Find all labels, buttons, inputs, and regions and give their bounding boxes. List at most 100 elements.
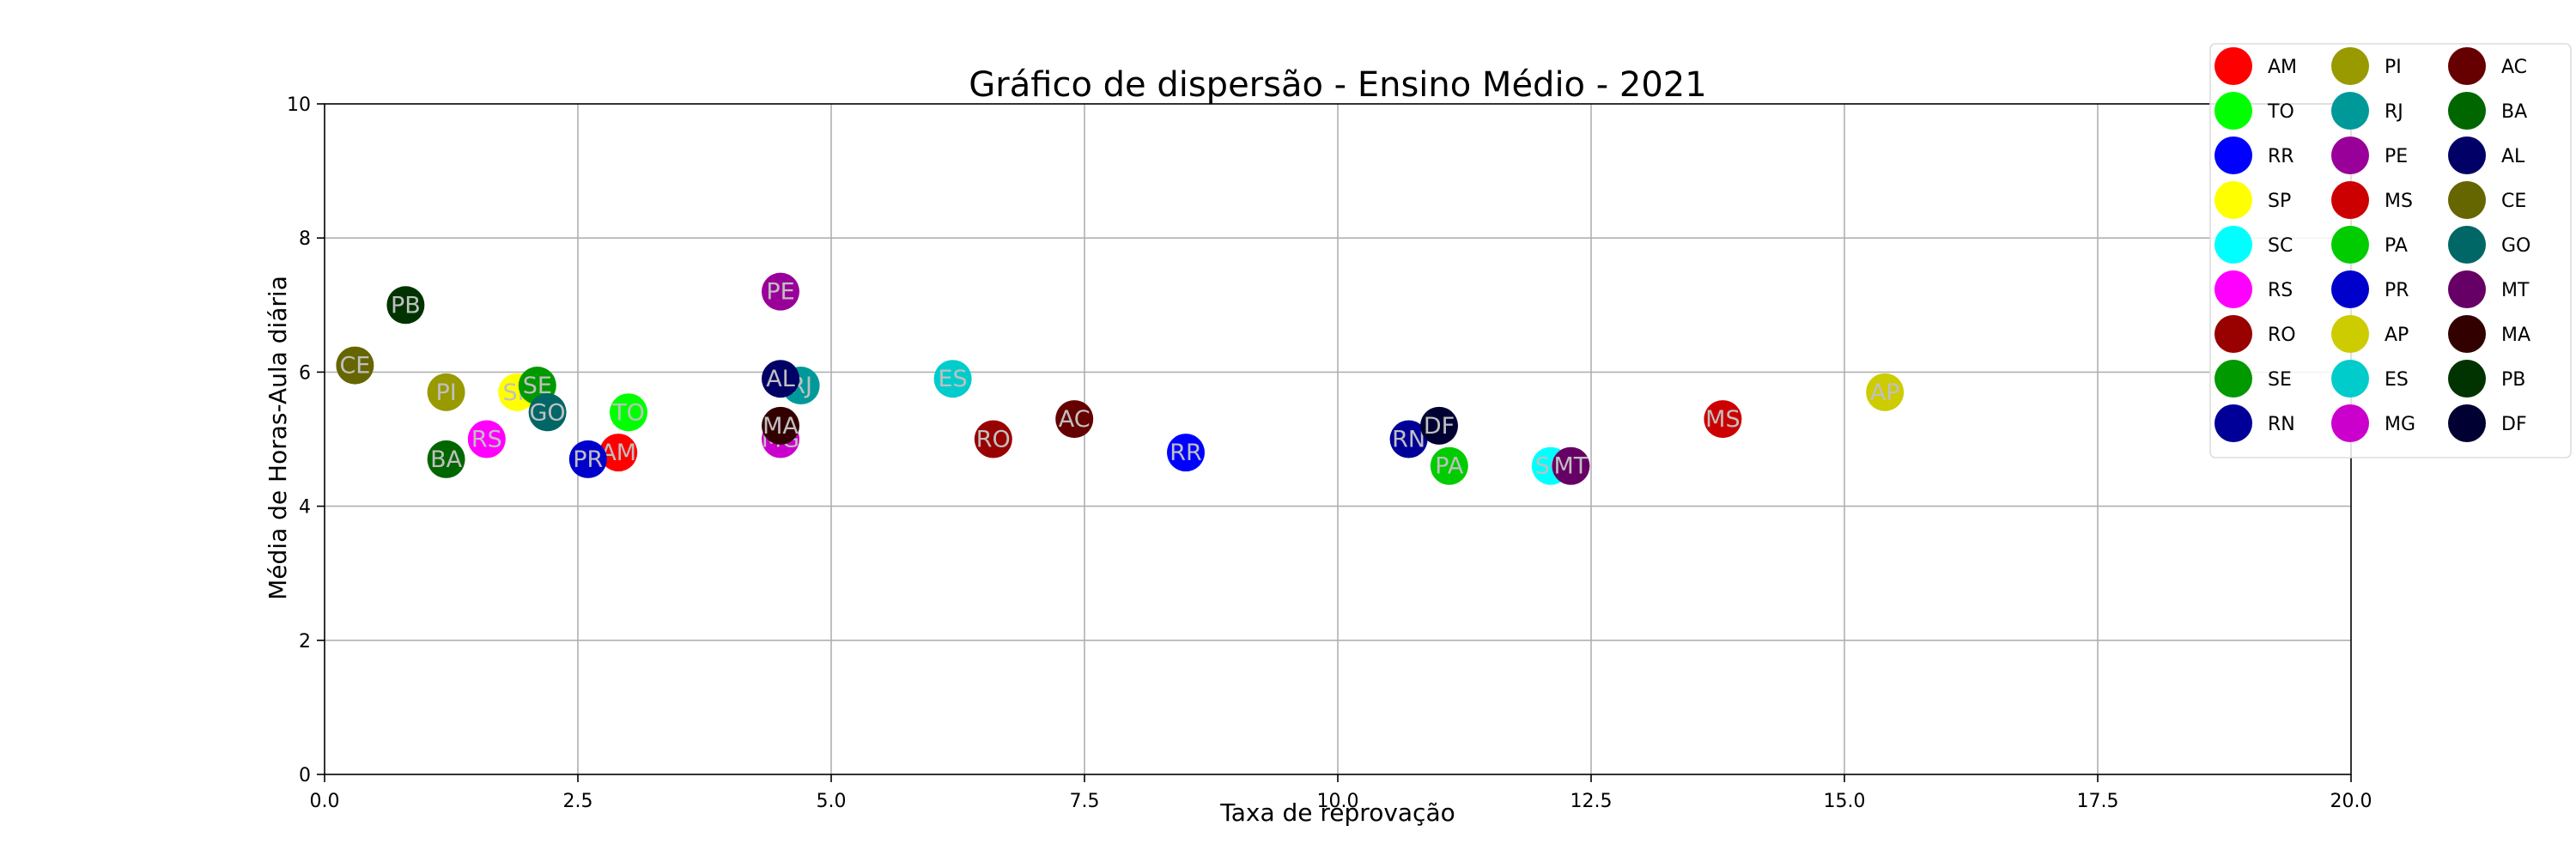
legend-label: GO [2501, 235, 2530, 257]
legend-label: SP [2268, 191, 2291, 212]
x-tick-label: 0.0 [310, 791, 340, 812]
point-marker [1389, 420, 1428, 458]
legend-marker [2448, 92, 2486, 130]
legend-label: PR [2385, 280, 2409, 301]
legend-item-sc: SC [2215, 226, 2293, 264]
point-label: AC [1059, 406, 1091, 433]
data-point-am: AM [599, 434, 638, 472]
data-point-pe: PE [762, 272, 799, 311]
point-marker [1055, 400, 1094, 439]
data-point-ap: AP [1866, 373, 1905, 411]
x-tick-label: 10.0 [1317, 791, 1359, 812]
legend-marker [2215, 270, 2252, 308]
legend-item-ac: AC [2448, 47, 2527, 85]
data-point-pr: PR [568, 440, 607, 478]
legend-marker [2331, 226, 2369, 264]
legend-label: BA [2501, 101, 2527, 123]
point-label: PB [391, 292, 421, 319]
x-tick-label: 12.5 [1571, 791, 1613, 812]
legend-label: PB [2501, 369, 2525, 391]
legend-label: RJ [2385, 101, 2403, 123]
legend-marker [2331, 404, 2369, 442]
legend-label: RN [2268, 414, 2295, 435]
legend-item-ms: MS [2331, 181, 2413, 219]
point-label: PE [766, 279, 794, 306]
legend-marker [2215, 92, 2252, 130]
x-tick-label: 7.5 [1070, 791, 1100, 812]
legend-item-ap: AP [2331, 315, 2409, 353]
legend-item-go: GO [2448, 226, 2530, 264]
legend-marker [2448, 404, 2486, 442]
point-marker [427, 373, 465, 411]
legend-item-al: AL [2448, 137, 2525, 174]
legend-marker [2448, 47, 2486, 85]
legend-marker [2448, 315, 2486, 353]
data-point-ba: BA [427, 440, 465, 478]
legend-item-rj: RJ [2331, 92, 2403, 130]
point-label: DF [1424, 413, 1455, 440]
point-marker [386, 286, 425, 325]
legend-item-ro: RO [2215, 315, 2296, 353]
data-point-ma: MA [762, 406, 799, 445]
x-tick-label: 2.5 [563, 791, 593, 812]
legend-marker [2215, 226, 2252, 264]
legend-marker [2448, 181, 2486, 219]
point-label: ES [938, 366, 967, 392]
point-marker [933, 360, 972, 398]
legend-marker [2331, 270, 2369, 308]
legend-item-es: ES [2331, 360, 2409, 398]
legend-marker [2331, 137, 2369, 174]
legend: AM TO RR SP SC RS RO SE RN PI RJ PE MS PA PR AP ES MG AC BA… [2209, 43, 2572, 458]
point-marker [1430, 446, 1468, 485]
legend-marker [2448, 360, 2486, 398]
point-label: RN [1392, 427, 1425, 453]
data-point-rs: RS [467, 420, 506, 458]
legend-label: SE [2268, 369, 2292, 391]
point-marker [610, 393, 647, 432]
y-tick-label: 0 [299, 765, 311, 786]
legend-label: AC [2501, 57, 2527, 78]
grid-lines [325, 104, 2351, 774]
legend-label: PI [2385, 57, 2402, 78]
legend-item-df: DF [2448, 404, 2527, 442]
y-tick-label: 8 [299, 228, 311, 250]
legend-label: SC [2268, 235, 2293, 257]
legend-label: AL [2501, 146, 2525, 167]
data-point-to: TO [610, 393, 647, 432]
legend-item-mt: MT [2448, 270, 2530, 308]
x-axis-label: Taxa de reprovação [1219, 798, 1455, 827]
point-marker [336, 346, 374, 385]
legend-item-rn: RN [2215, 404, 2295, 442]
point-marker [1420, 406, 1458, 445]
legend-marker [2215, 404, 2252, 442]
point-label: RR [1170, 440, 1202, 466]
legend-item-sp: SP [2215, 181, 2291, 219]
point-marker [1704, 400, 1742, 439]
point-label: AP [1870, 379, 1900, 406]
x-tick-label: 15.0 [1824, 791, 1866, 812]
legend-marker [2331, 47, 2369, 85]
point-label: RO [976, 427, 1011, 453]
legend-marker [2215, 315, 2252, 353]
legend-label: AM [2268, 57, 2297, 78]
y-axis-label: Média de Horas-Aula diária [264, 276, 292, 600]
point-marker [1167, 434, 1205, 472]
legend-marker [2331, 92, 2369, 130]
legend-marker [2331, 360, 2369, 398]
legend-marker [2215, 47, 2252, 85]
legend-item-to: TO [2215, 92, 2294, 130]
data-point-pi: PI [427, 373, 465, 411]
legend-label: DF [2501, 414, 2527, 435]
point-marker [427, 440, 465, 478]
legend-marker [2215, 360, 2252, 398]
legend-item-ce: CE [2448, 181, 2526, 219]
data-point-df: DF [1420, 406, 1458, 445]
legend-label: MS [2385, 191, 2413, 212]
point-label: CE [339, 353, 370, 379]
legend-marker [2448, 270, 2486, 308]
data-point-rr: RR [1167, 434, 1205, 472]
legend-item-am: AM [2215, 47, 2297, 85]
legend-marker [2215, 137, 2252, 174]
